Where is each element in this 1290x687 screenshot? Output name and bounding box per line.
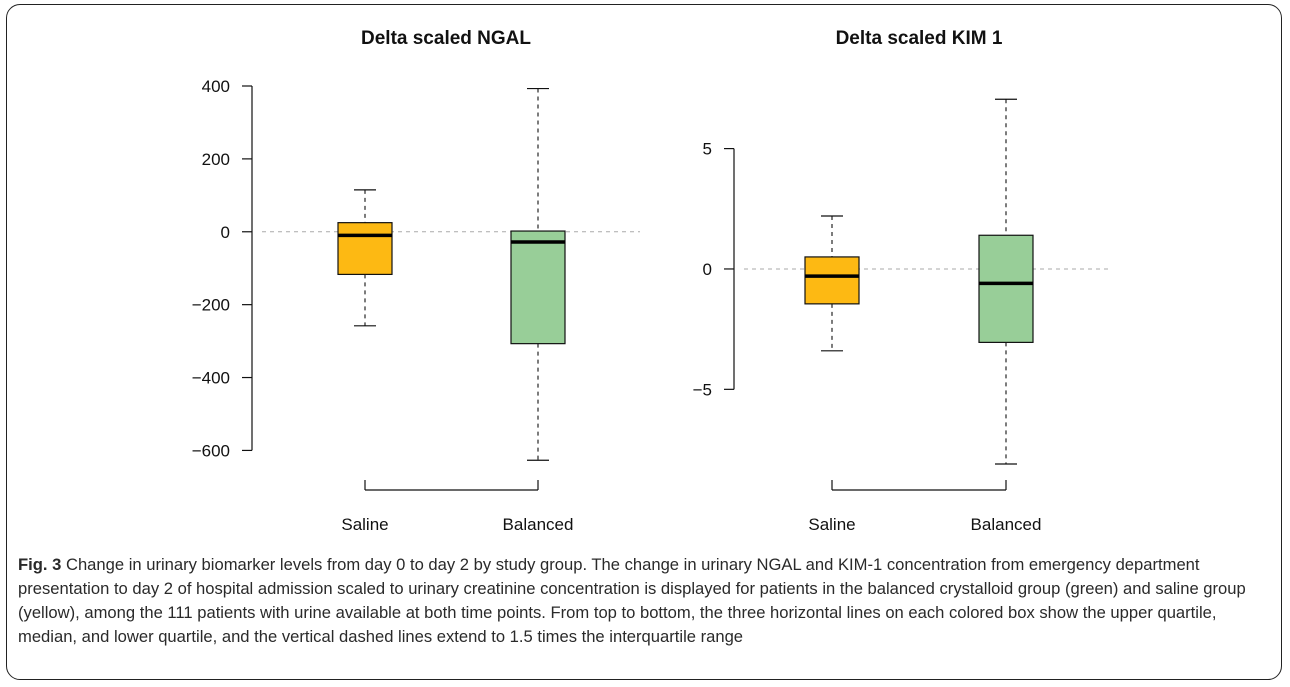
y-tick-label: −600 <box>192 441 230 460</box>
y-tick-label: −5 <box>693 380 712 399</box>
x-tick-label-saline: Saline <box>808 515 855 534</box>
y-tick-label: 0 <box>221 223 230 242</box>
chart-title: Delta scaled KIM 1 <box>836 28 1003 49</box>
box-balanced <box>510 87 566 461</box>
iqr-box <box>804 256 860 305</box>
x-tick-label-saline: Saline <box>341 515 388 534</box>
iqr-box <box>337 222 393 276</box>
y-tick-label: 400 <box>202 77 230 96</box>
y-tick-label: 0 <box>703 260 712 279</box>
iqr-box <box>510 230 566 345</box>
chart-panel-2: Delta scaled KIM 1 5 0 −5 Saline Balanced <box>693 28 1108 534</box>
caption-label: Fig. 3 <box>18 555 62 574</box>
figure-frame <box>6 4 1282 680</box>
box-saline <box>804 215 860 352</box>
x-tick-label-balanced: Balanced <box>503 515 574 534</box>
x-tick-label-balanced: Balanced <box>971 515 1042 534</box>
box-saline <box>337 189 393 327</box>
iqr-box <box>978 234 1034 343</box>
caption-text: Change in urinary biomarker levels from … <box>18 555 1246 646</box>
y-tick-label: 5 <box>703 140 712 159</box>
figure-caption: Fig. 3 Change in urinary biomarker level… <box>18 553 1273 649</box>
y-tick-label: −400 <box>192 369 230 388</box>
y-tick-label: −200 <box>192 296 230 315</box>
chart-title: Delta scaled NGAL <box>361 28 531 49</box>
chart-panel-1: Delta scaled NGAL 400 200 0 −200 −400 −600 Sali… <box>192 28 640 534</box>
figure-panels: Delta scaled NGAL 400 200 0 −200 −400 −600 Sali… <box>192 28 1108 534</box>
y-tick-label: 200 <box>202 150 230 169</box>
box-balanced <box>978 98 1034 465</box>
